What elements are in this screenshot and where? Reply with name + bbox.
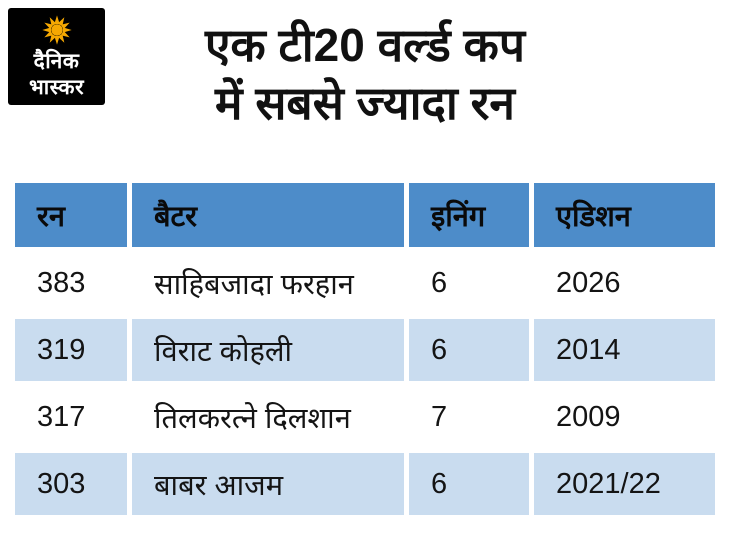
cell-batter: विराट कोहली	[132, 319, 404, 381]
cell-innings: 7	[409, 386, 529, 448]
cell-innings: 6	[409, 252, 529, 314]
cell-runs: 317	[15, 386, 127, 448]
cell-edition: 2021/22	[534, 453, 715, 515]
logo-text-line1: दैनिक	[33, 49, 80, 73]
page-title-line1: एक टी20 वर्ल्ड कप	[204, 19, 525, 71]
col-header-innings: इनिंग	[409, 183, 529, 247]
cell-batter: साहिबजादा फरहान	[132, 252, 404, 314]
table-row: 319 विराट कोहली 6 2014	[15, 319, 715, 381]
cell-batter: बाबर आजम	[132, 453, 404, 515]
col-header-batter: बैटर	[132, 183, 404, 247]
cell-edition: 2009	[534, 386, 715, 448]
cell-edition: 2026	[534, 252, 715, 314]
sun-burst-icon	[41, 14, 73, 46]
table-row: 317 तिलकरत्ने दिलशान 7 2009	[15, 386, 715, 448]
dainik-bhaskar-logo: दैनिक भास्कर	[8, 8, 105, 105]
cell-runs: 319	[15, 319, 127, 381]
logo-text-line2: भास्कर	[28, 75, 85, 99]
table-header-row: रन बैटर इनिंग एडिशन	[15, 183, 715, 247]
cell-runs: 303	[15, 453, 127, 515]
cell-innings: 6	[409, 453, 529, 515]
cell-batter: तिलकरत्ने दिलशान	[132, 386, 404, 448]
col-header-edition: एडिशन	[534, 183, 715, 247]
cell-runs: 383	[15, 252, 127, 314]
table-row: 383 साहिबजादा फरहान 6 2026	[15, 252, 715, 314]
page-title: एक टी20 वर्ल्ड कप में सबसे ज्यादा रन	[0, 16, 730, 132]
table-row: 303 बाबर आजम 6 2021/22	[15, 453, 715, 515]
cell-innings: 6	[409, 319, 529, 381]
col-header-runs: रन	[15, 183, 127, 247]
cell-edition: 2014	[534, 319, 715, 381]
header: दैनिक भास्कर एक टी20 वर्ल्ड कप में सबसे …	[0, 0, 730, 178]
page-title-line2: में सबसे ज्यादा रन	[215, 77, 515, 129]
stats-table: रन बैटर इनिंग एडिशन 383 साहिबजादा फरहान …	[10, 178, 720, 520]
